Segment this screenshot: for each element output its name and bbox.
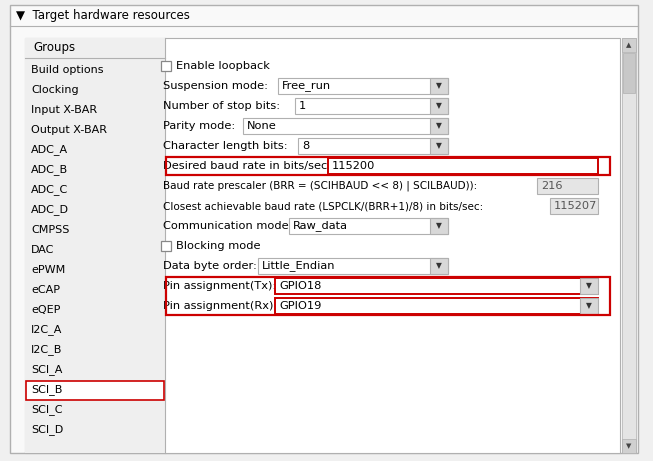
Text: Build options: Build options	[31, 65, 103, 75]
Text: Input X-BAR: Input X-BAR	[31, 105, 97, 115]
Text: ADC_D: ADC_D	[31, 205, 69, 215]
Text: ▼: ▼	[626, 443, 631, 449]
Text: 216: 216	[541, 181, 562, 191]
Bar	[25, 38, 165, 453]
Bar	[550, 198, 598, 214]
Bar	[622, 38, 636, 453]
Bar	[275, 278, 598, 294]
Text: DAC: DAC	[31, 245, 54, 255]
Text: 115207: 115207	[554, 201, 597, 211]
Text: ▼: ▼	[436, 101, 442, 111]
Text: GPIO18: GPIO18	[279, 281, 321, 291]
Bar	[430, 78, 448, 94]
Text: Character length bits:: Character length bits:	[163, 141, 287, 151]
Text: Pin assignment(Rx):: Pin assignment(Rx):	[163, 301, 278, 311]
Text: I2C_A: I2C_A	[31, 325, 63, 336]
Bar	[295, 98, 448, 114]
Text: Blocking mode: Blocking mode	[176, 241, 261, 251]
Bar	[161, 241, 171, 251]
Text: ADC_B: ADC_B	[31, 165, 68, 176]
Bar	[289, 218, 448, 234]
Text: I2C_B: I2C_B	[31, 344, 63, 355]
Bar	[622, 38, 636, 52]
Text: 1: 1	[299, 101, 306, 111]
Text: SCI_C: SCI_C	[31, 405, 63, 415]
Text: ADC_A: ADC_A	[31, 145, 68, 155]
Text: Groups: Groups	[33, 41, 75, 54]
Bar	[430, 138, 448, 154]
Bar	[298, 138, 448, 154]
Bar	[26, 381, 164, 400]
Bar	[537, 178, 598, 194]
Text: None: None	[247, 121, 277, 131]
Text: Little_Endian: Little_Endian	[262, 260, 336, 272]
Text: Desired baud rate in bits/sec:: Desired baud rate in bits/sec:	[163, 161, 331, 171]
Text: Enable loopback: Enable loopback	[176, 61, 270, 71]
Bar	[161, 61, 171, 71]
Text: SCI_D: SCI_D	[31, 425, 63, 436]
Text: ▼: ▼	[586, 301, 592, 311]
Bar	[166, 157, 610, 175]
Bar	[623, 53, 635, 93]
Text: SCI_B: SCI_B	[31, 384, 63, 396]
Text: Suspension mode:: Suspension mode:	[163, 81, 268, 91]
Bar	[278, 78, 448, 94]
Text: ▼: ▼	[436, 122, 442, 130]
Text: Parity mode:: Parity mode:	[163, 121, 235, 131]
Bar	[275, 298, 598, 314]
Text: 8: 8	[302, 141, 310, 151]
Bar	[580, 278, 598, 294]
Text: Data byte order:: Data byte order:	[163, 261, 257, 271]
Text: SCI_A: SCI_A	[31, 365, 63, 375]
Text: Baud rate prescaler (BRR = (SCIHBAUD << 8) | SCILBAUD)):: Baud rate prescaler (BRR = (SCIHBAUD << …	[163, 181, 477, 191]
Text: ▼  Target hardware resources: ▼ Target hardware resources	[16, 10, 190, 23]
Bar	[328, 158, 598, 174]
Text: Free_run: Free_run	[282, 81, 331, 91]
Text: eQEP: eQEP	[31, 305, 60, 315]
Text: GPIO19: GPIO19	[279, 301, 321, 311]
Text: eCAP: eCAP	[31, 285, 60, 295]
Text: Pin assignment(Tx):: Pin assignment(Tx):	[163, 281, 276, 291]
Bar	[166, 277, 610, 315]
Text: Clocking: Clocking	[31, 85, 78, 95]
Bar	[243, 118, 448, 134]
Text: ▼: ▼	[436, 82, 442, 90]
Text: Output X-BAR: Output X-BAR	[31, 125, 107, 135]
Text: ▼: ▼	[436, 142, 442, 150]
Bar	[430, 218, 448, 234]
Text: ▲: ▲	[626, 42, 631, 48]
Text: ▼: ▼	[586, 282, 592, 290]
Bar	[622, 439, 636, 453]
Bar	[258, 258, 448, 274]
Text: ADC_C: ADC_C	[31, 184, 69, 195]
Text: Number of stop bits:: Number of stop bits:	[163, 101, 280, 111]
Text: 115200: 115200	[332, 161, 375, 171]
Text: ▼: ▼	[436, 221, 442, 230]
Bar	[430, 258, 448, 274]
Text: Closest achievable baud rate (LSPCLK/(BRR+1)/8) in bits/sec:: Closest achievable baud rate (LSPCLK/(BR…	[163, 201, 483, 211]
Text: ▼: ▼	[436, 261, 442, 271]
Bar	[430, 118, 448, 134]
Text: CMPSS: CMPSS	[31, 225, 69, 235]
Text: ePWM: ePWM	[31, 265, 65, 275]
Bar	[430, 98, 448, 114]
Bar	[580, 298, 598, 314]
Text: Communication mode:: Communication mode:	[163, 221, 293, 231]
Text: Raw_data: Raw_data	[293, 220, 348, 231]
